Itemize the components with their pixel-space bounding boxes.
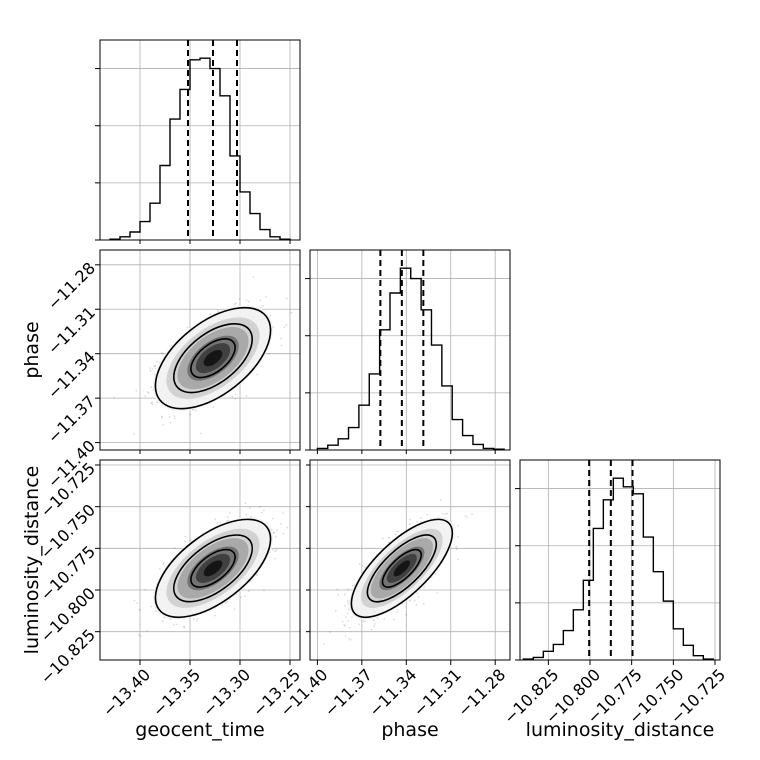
panel-1-0: [99, 249, 301, 451]
panel-2-0: [99, 459, 301, 661]
histogram-phase: [316, 267, 505, 450]
x-tick-label-phase: −11.34: [365, 665, 420, 720]
x-tick-label-geocent-time: −13.40: [99, 665, 154, 720]
ylabel-luminosity-distance: luminosity_distance: [21, 466, 43, 655]
x-tick-label-geocent-time: −13.35: [149, 665, 204, 720]
x-tick-label-geocent-time: −13.30: [199, 665, 254, 720]
histogram-geocent-time: [109, 57, 291, 240]
density-geocent-time-vs-luminosity-distance: [133, 502, 289, 637]
y-tick-label-phase: −11.34: [44, 347, 99, 402]
y-tick-label-phase: −11.31: [44, 303, 99, 358]
y-tick-label-phase: −11.37: [44, 392, 99, 447]
x-tick-label-phase: −11.31: [410, 665, 465, 720]
density-phase-vs-luminosity-distance: [323, 499, 473, 645]
y-tick-label-phase: −11.28: [44, 258, 99, 313]
panel-2-1: [309, 459, 511, 661]
panel-1-1: [309, 249, 511, 451]
xlabel-geocent-time: geocent_time: [135, 719, 264, 741]
xlabel-phase: phase: [381, 719, 438, 741]
histogram-luminosity-distance: [522, 477, 715, 660]
x-tick-label-phase: −11.37: [321, 665, 376, 720]
panel-2-2: [519, 459, 721, 661]
ylabel-phase: phase: [21, 321, 43, 378]
panel-0-0: [99, 39, 301, 241]
density-geocent-time-vs-phase: [113, 276, 293, 435]
xlabel-luminosity-distance: luminosity_distance: [526, 719, 715, 741]
